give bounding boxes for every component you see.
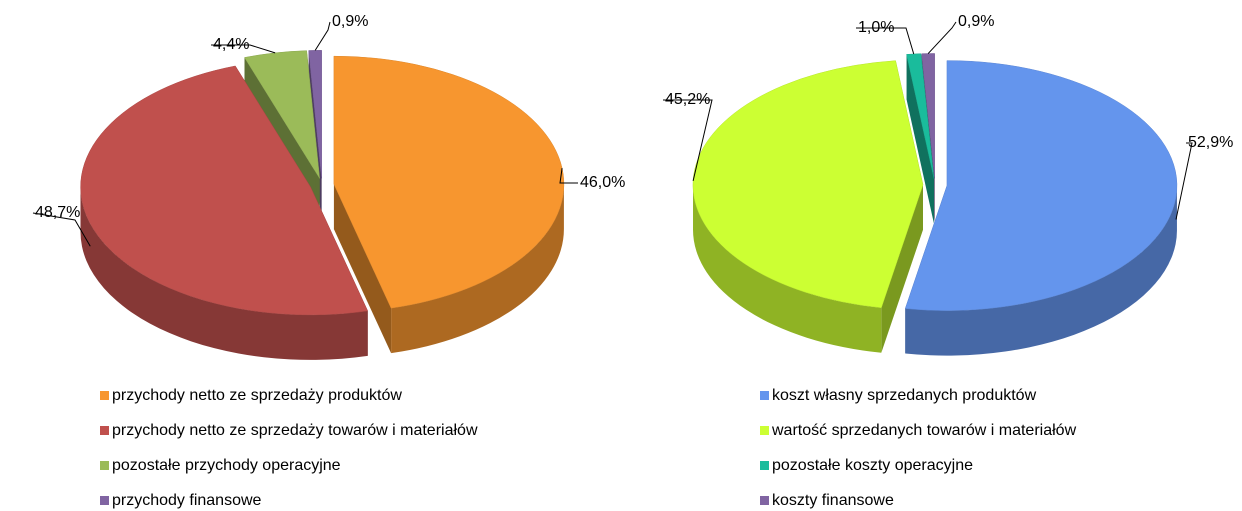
legend-marker (760, 461, 769, 470)
slice (80, 65, 369, 360)
slice-face (906, 54, 934, 224)
slice (80, 65, 369, 316)
legend-marker (100, 426, 109, 435)
slice-side (905, 185, 1177, 356)
slice-face (881, 184, 924, 353)
legend-label: przychody netto ze sprzedaży produktów (112, 387, 402, 404)
legend-marker (100, 391, 109, 400)
legend-marker (760, 426, 769, 435)
data-label: 46,0% (580, 174, 625, 191)
legend-label: przychody finansowe (112, 492, 262, 509)
legend-label: pozostałe koszty operacyjne (772, 457, 973, 474)
data-label: 48,7% (35, 204, 80, 221)
legend-marker (760, 391, 769, 400)
leader-line (211, 44, 276, 54)
data-label: 0,9% (958, 13, 994, 30)
slice (906, 53, 935, 224)
leader-line (856, 27, 915, 55)
slice (904, 60, 1178, 356)
data-label: 1,0% (858, 19, 894, 36)
data-label: 0,9% (332, 13, 368, 30)
slice (904, 60, 1178, 311)
slice-side (391, 184, 564, 354)
slice (692, 60, 924, 308)
slice (921, 53, 935, 179)
slice-side (693, 184, 882, 353)
leader-line (314, 21, 331, 51)
legend-label: przychody netto ze sprzedaży towarów i m… (112, 422, 478, 439)
legend-label: pozostałe przychody operacyjne (112, 457, 341, 474)
legend-label: wartość sprzedanych towarów i materiałów (771, 422, 1077, 439)
legend-marker (760, 496, 769, 505)
slice-side (80, 186, 368, 360)
legend-label: koszt własny sprzedanych produktów (772, 387, 1037, 404)
leader-line (1175, 142, 1193, 220)
data-label: 45,2% (665, 91, 710, 108)
leader-line (32, 212, 91, 247)
data-label: 4,4% (213, 36, 249, 53)
slice (692, 60, 924, 353)
legend-label: koszty finansowe (772, 492, 894, 509)
legend-marker (100, 461, 109, 470)
leader-line (559, 168, 578, 184)
legend-marker (100, 496, 109, 505)
leader-line (663, 99, 713, 181)
slice-face (333, 184, 392, 354)
leader-line (927, 21, 957, 54)
slice (333, 55, 565, 354)
data-label: 52,9% (1188, 134, 1233, 151)
